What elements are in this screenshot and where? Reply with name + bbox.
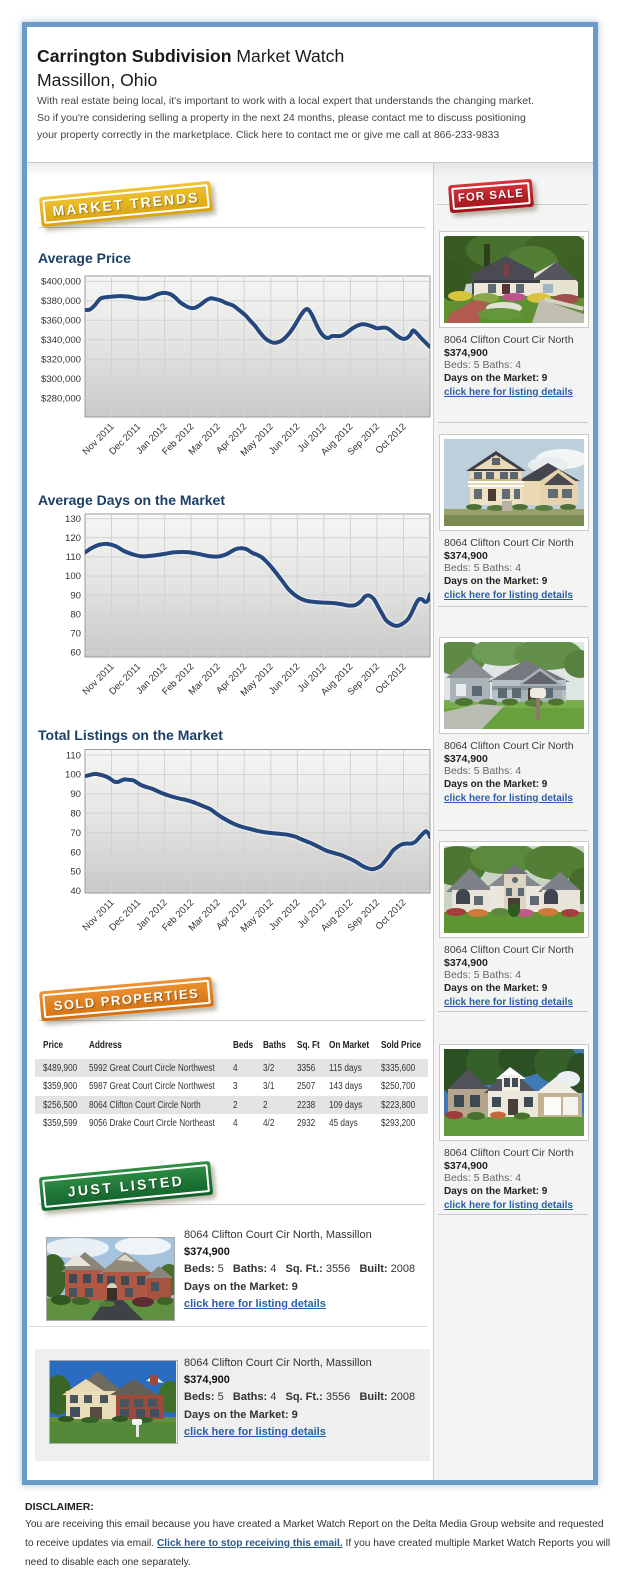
svg-text:120: 120 bbox=[65, 533, 81, 544]
svg-text:$340,000: $340,000 bbox=[41, 335, 81, 346]
svg-text:90: 90 bbox=[70, 590, 81, 601]
svg-text:80: 80 bbox=[70, 809, 81, 820]
svg-text:110: 110 bbox=[66, 750, 81, 761]
svg-text:$320,000: $320,000 bbox=[41, 354, 81, 365]
svg-text:90: 90 bbox=[70, 789, 81, 800]
svg-text:100: 100 bbox=[65, 571, 81, 582]
svg-text:40: 40 bbox=[70, 886, 81, 897]
svg-text:130: 130 bbox=[65, 514, 81, 525]
svg-text:60: 60 bbox=[70, 847, 81, 858]
svg-text:110: 110 bbox=[66, 552, 81, 563]
svg-text:$300,000: $300,000 bbox=[41, 374, 81, 385]
svg-text:80: 80 bbox=[70, 609, 81, 620]
svg-text:50: 50 bbox=[70, 867, 81, 878]
svg-text:100: 100 bbox=[65, 770, 81, 781]
svg-text:70: 70 bbox=[70, 828, 81, 839]
svg-text:$360,000: $360,000 bbox=[41, 316, 81, 327]
svg-text:60: 60 bbox=[70, 648, 81, 659]
svg-text:$380,000: $380,000 bbox=[41, 296, 81, 307]
svg-text:70: 70 bbox=[70, 629, 81, 640]
svg-text:$400,000: $400,000 bbox=[41, 277, 81, 288]
svg-text:$280,000: $280,000 bbox=[41, 393, 81, 404]
